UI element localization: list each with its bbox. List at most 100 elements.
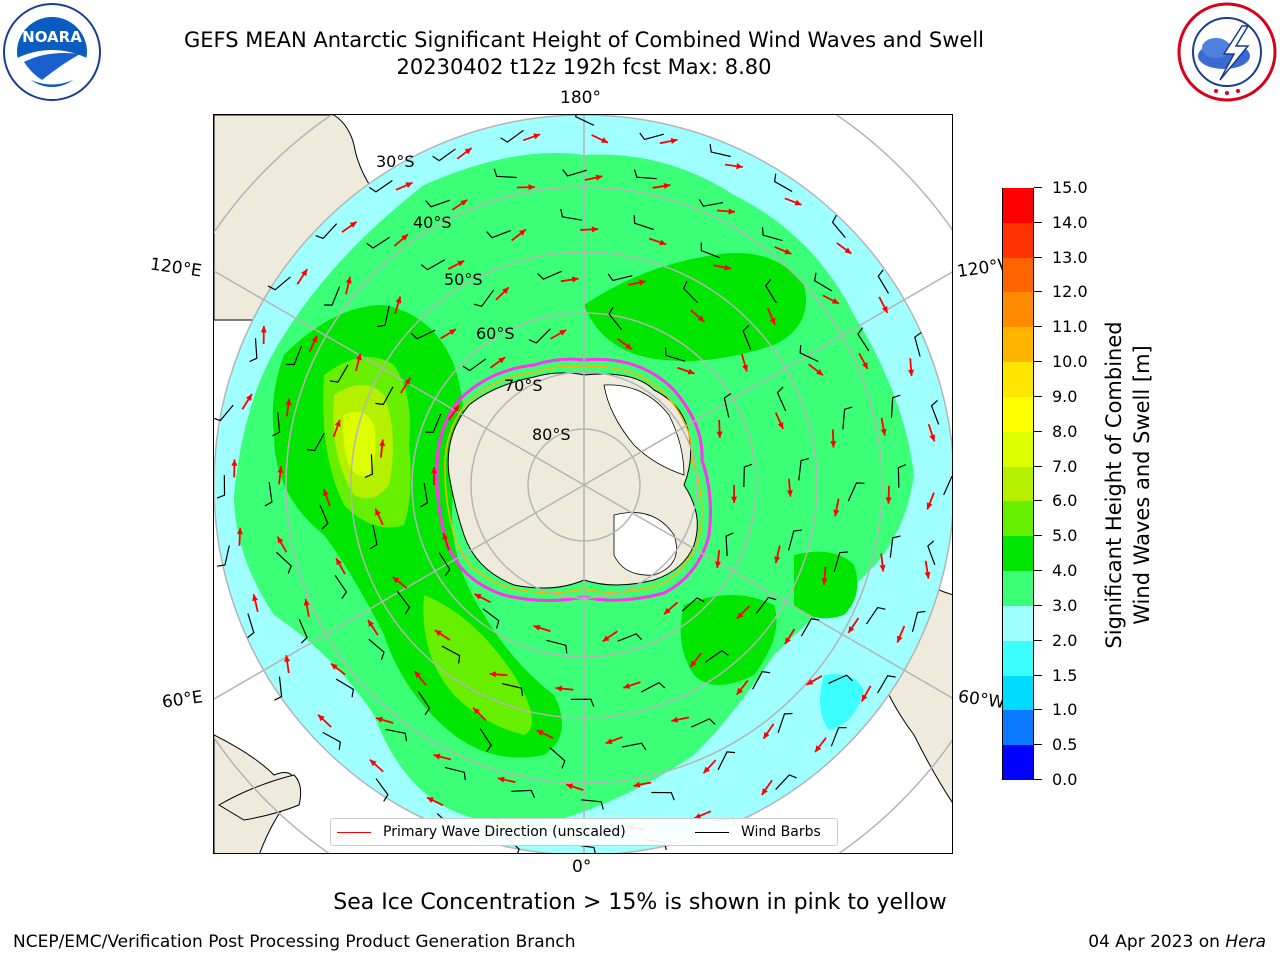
wave-arrowhead [303, 598, 310, 606]
wind-barb [537, 270, 562, 280]
colorbar-segment [1003, 640, 1033, 676]
wave-arrowhead [457, 260, 465, 267]
wave-arrowhead [659, 239, 667, 246]
wind-barb [725, 532, 734, 557]
wind-barb [444, 766, 466, 781]
wave-arrowhead [231, 459, 238, 466]
wave-arrowhead [571, 276, 579, 283]
colorbar-tick-label: 10.0 [1052, 352, 1088, 372]
wind-barbs [214, 115, 952, 853]
wind-barb [682, 280, 699, 304]
colorbar-tick [1034, 430, 1042, 432]
wave-arrowhead [663, 183, 671, 190]
wave-arrowhead [786, 490, 793, 497]
wind-barb [272, 412, 281, 437]
wind-barb [828, 674, 853, 684]
wind-barb [322, 731, 341, 750]
colorbar-segment [1003, 675, 1033, 711]
wave-arrowhead [375, 508, 381, 516]
wave-arrowhead [761, 788, 768, 795]
wave-arrowhead [349, 221, 357, 228]
wave-arrowhead [285, 398, 292, 406]
wave-arrowhead [489, 671, 497, 678]
wind-barb [500, 129, 524, 143]
wind-barb [776, 386, 787, 412]
footer-date: 04 Apr 2023 on Hera [1088, 932, 1266, 952]
wave-arrowhead [367, 620, 374, 627]
colorbar-segment [1003, 466, 1033, 502]
colorbar-segment [1003, 431, 1033, 467]
map-legend: Primary Wave Direction (unscaled) Wind B… [330, 818, 838, 846]
colorbar-tick-label: 2.0 [1052, 630, 1078, 650]
colorbar [1002, 187, 1034, 780]
wind-barb [575, 115, 595, 126]
colorbar-tick-label: 1.5 [1052, 665, 1078, 685]
wave-arrowhead [664, 607, 671, 615]
wave-arrowhead [881, 305, 888, 313]
wind-barb [617, 633, 643, 642]
wave-direction-arrows [231, 133, 936, 838]
wave-arrowhead [473, 707, 480, 715]
wave-arrowhead [926, 502, 933, 510]
wave-arrowhead [369, 759, 377, 767]
wind-barb [761, 227, 783, 242]
wave-arrowhead [908, 369, 915, 377]
lon-label-60e: 60°E [160, 687, 205, 713]
wave-arrowhead [519, 229, 526, 236]
wind-barb [607, 273, 633, 282]
noaa-logo-text: NOARA [22, 28, 82, 46]
wind-barb [833, 551, 848, 573]
footer-date-text: 04 Apr 2023 on [1088, 932, 1220, 952]
wave-arrowhead [449, 329, 457, 336]
colorbar-segment [1003, 361, 1033, 397]
wave-arrowhead [831, 298, 839, 304]
wave-arrowhead [460, 199, 468, 206]
wind-barb [847, 482, 865, 502]
wave-arrowhead [633, 781, 641, 788]
colorbar-tick [1034, 709, 1042, 711]
wind-barb [914, 331, 922, 357]
wind-barb [432, 148, 456, 162]
wave-arrowhead [703, 766, 710, 774]
wave-arrowhead [697, 315, 705, 322]
wind-barb [473, 289, 494, 307]
wave-arrowhead [885, 497, 892, 504]
wind-barb [830, 727, 847, 747]
wind-barb [375, 386, 394, 406]
wind-barb [298, 618, 308, 644]
wave-arrowhead [625, 343, 633, 350]
wind-barb [765, 279, 777, 304]
wave-arrowhead [736, 612, 744, 619]
wave-arrowhead [395, 296, 402, 304]
wave-arrowhead [714, 561, 721, 568]
wave-arrowhead [728, 208, 735, 215]
wave-arrowhead [861, 694, 868, 702]
lon-label-120e: 120°E [148, 254, 203, 282]
ice-shelf-ross [603, 384, 685, 476]
wind-barb [334, 575, 348, 599]
legend-primary-wave-label: Primary Wave Direction (unscaled) [383, 824, 626, 840]
colorbar-segment [1003, 535, 1033, 572]
colorbar-tick [1034, 326, 1042, 328]
colorbar-tick [1034, 500, 1042, 502]
wave-arrowhead [763, 731, 770, 739]
black-line-icon [695, 831, 729, 833]
wave-arrowhead [880, 428, 887, 436]
wave-arrowhead [924, 571, 931, 579]
legend-primary-wave: Primary Wave Direction (unscaled) [337, 824, 626, 840]
colorbar-tick-label: 12.0 [1052, 282, 1088, 302]
wind-barb [410, 329, 436, 340]
wind-barb [479, 728, 492, 753]
wave-arrowhead [464, 148, 472, 155]
wave-arrowhead [821, 578, 828, 585]
wind-barb [493, 168, 517, 179]
colorbar-tick [1034, 465, 1042, 467]
wave-arrowhead [833, 509, 840, 517]
wind-barb [775, 774, 797, 790]
wave-arrowhead [623, 682, 631, 689]
wave-arrowhead [731, 496, 738, 503]
wind-barb [560, 208, 583, 221]
wind-barb [486, 229, 511, 239]
lat-label-40s: 40°S [413, 213, 452, 232]
wave-arrowhead [896, 635, 903, 643]
